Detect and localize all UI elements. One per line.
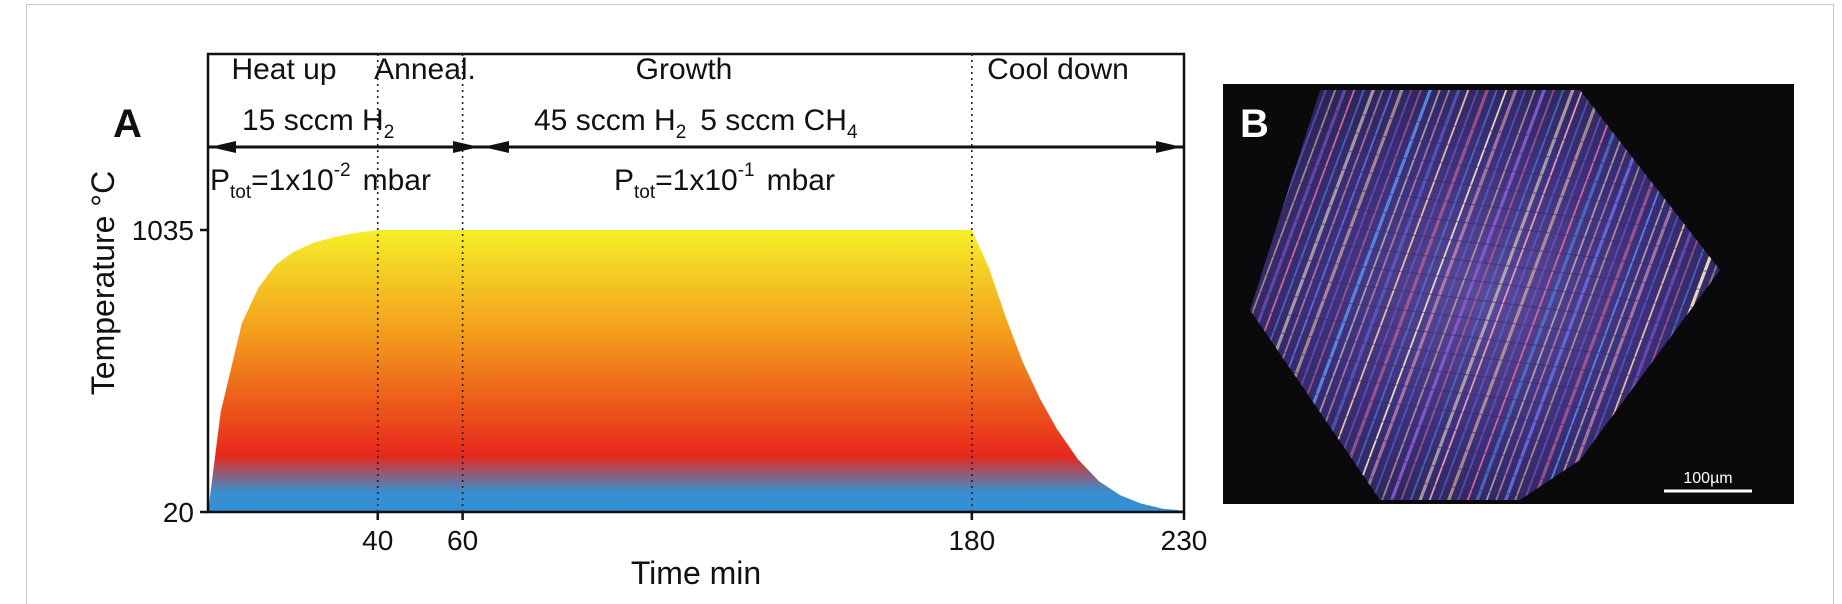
- phase-label-cool-down: Cool down: [987, 53, 1129, 86]
- gas-left-text: 15 sccm H2: [242, 104, 394, 143]
- crystal-cross-stripe: [1240, 499, 1730, 559]
- panel-a-label: A: [113, 102, 142, 146]
- x-axis-label: Time min: [631, 555, 761, 589]
- phase-label-heat-up: Heat up: [231, 53, 336, 86]
- x-tick-label-1: 60: [447, 525, 478, 556]
- x-tick-label-3: 230: [1161, 525, 1208, 556]
- temperature-area: [208, 230, 1184, 512]
- panel-b: B 100µm: [1160, 80, 1842, 559]
- figure-svg: A Heat up Anneal. Growth Cool down 15 sc…: [0, 0, 1842, 589]
- arrow-head-left-1: [210, 141, 236, 153]
- y-axis-ticks: 20 1035: [132, 215, 208, 528]
- arrow-head-left-2: [483, 141, 509, 153]
- x-axis-ticks: 40 60 180 230: [362, 512, 1207, 556]
- y-axis-label: Temperature °C: [85, 171, 121, 395]
- x-tick-label-0: 40: [362, 525, 393, 556]
- panel-a: A Heat up Anneal. Growth Cool down 15 sc…: [85, 53, 1207, 589]
- arrow-head-right-2: [1156, 141, 1182, 153]
- arrow-head-right-1: [453, 141, 479, 153]
- phase-label-anneal: Anneal.: [374, 53, 476, 86]
- phase-label-growth: Growth: [636, 53, 733, 86]
- panel-b-label: B: [1240, 102, 1269, 146]
- scale-bar-label: 100µm: [1683, 470, 1732, 487]
- x-tick-label-2: 180: [948, 525, 995, 556]
- y-tick-label-0: 20: [163, 497, 194, 528]
- y-tick-label-1: 1035: [132, 215, 194, 246]
